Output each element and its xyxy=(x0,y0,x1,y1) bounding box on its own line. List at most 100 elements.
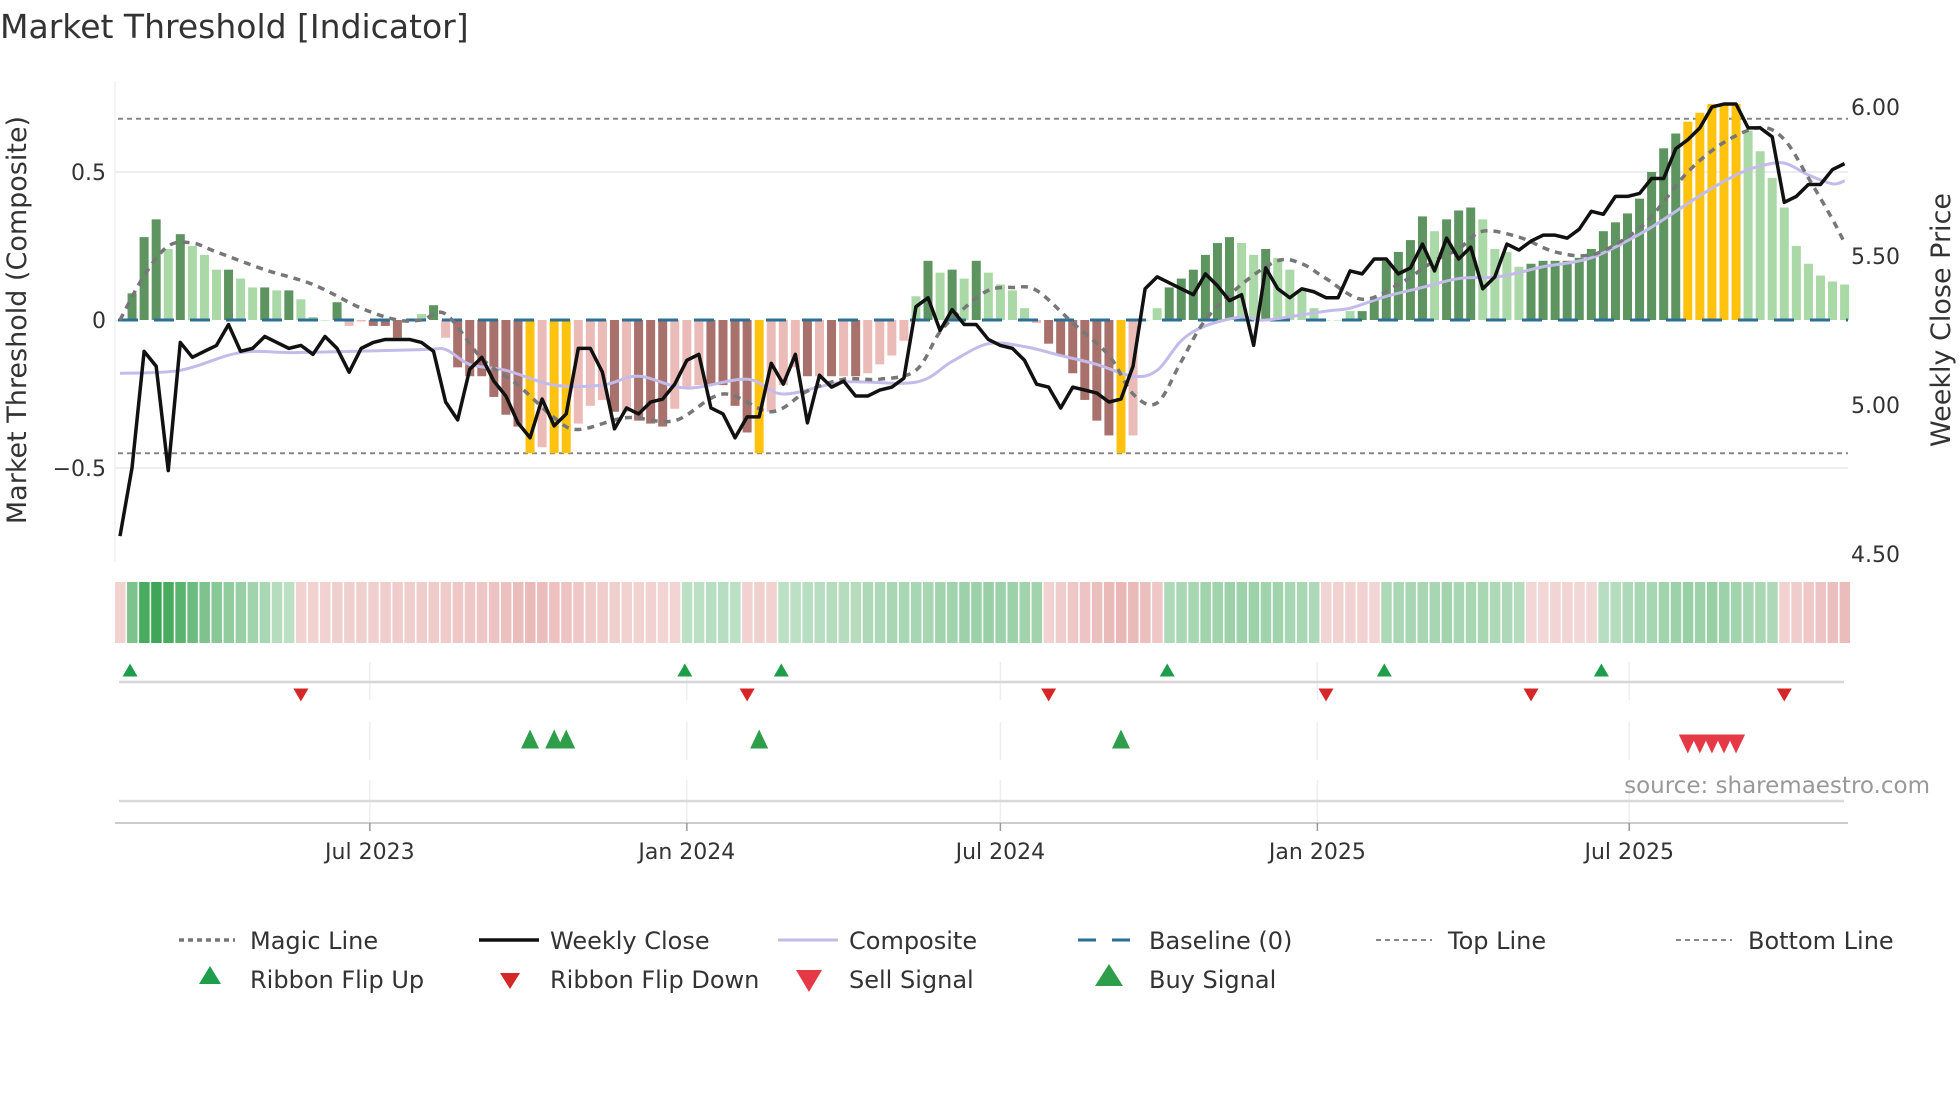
ribbon-cell xyxy=(525,582,536,643)
composite-bar xyxy=(1791,246,1801,320)
ribbon-cell xyxy=(223,582,235,643)
ribbon-cell xyxy=(1791,582,1802,643)
composite-bar xyxy=(1574,257,1584,320)
ribbon-flip-up-marker xyxy=(773,663,789,677)
ribbon-flip-down-marker xyxy=(1523,688,1539,702)
composite-bar xyxy=(1056,320,1066,356)
ribbon-cell xyxy=(368,582,379,643)
ribbon-cell xyxy=(1634,582,1646,643)
ribbon-cell xyxy=(271,582,283,643)
right-tick-label: 5.50 xyxy=(1851,245,1900,270)
ribbon-cell xyxy=(910,582,922,643)
composite-bar xyxy=(441,320,451,338)
ribbon-cell xyxy=(1381,582,1392,643)
composite-bar xyxy=(1297,290,1307,320)
composite-bar xyxy=(622,320,632,412)
composite-bar xyxy=(1478,219,1488,320)
composite-bar xyxy=(151,219,161,320)
right-tick-label: 4.50 xyxy=(1851,543,1900,568)
ribbon-cell xyxy=(392,582,403,643)
composite-bar xyxy=(899,320,909,341)
legend-item-sell: Sell Signal xyxy=(796,966,974,994)
composite-bar xyxy=(1466,207,1476,320)
composite-bar xyxy=(923,260,933,320)
composite-bar xyxy=(489,320,499,397)
composite-bar xyxy=(127,293,137,320)
ribbon-cell xyxy=(1694,582,1706,643)
ribbon-cell xyxy=(1128,582,1139,643)
ribbon-cell xyxy=(778,582,789,643)
ribbon-cell xyxy=(1007,582,1018,643)
ribbon-cell xyxy=(1755,582,1766,643)
composite-bar xyxy=(139,237,149,320)
ribbon-cell xyxy=(163,582,174,643)
ribbon-cell xyxy=(1284,582,1296,643)
ribbon-cell xyxy=(1598,582,1609,643)
composite-bar xyxy=(742,320,752,433)
composite-bar xyxy=(1671,133,1681,320)
composite-bar xyxy=(1743,130,1753,320)
composite-bar xyxy=(778,320,788,386)
right-axis: 6.00 5.50 5.00 4.50 xyxy=(1851,96,1900,568)
x-tick-label: Jul 2025 xyxy=(1582,840,1674,865)
ribbon-cell xyxy=(898,582,910,643)
composite-bar xyxy=(163,248,173,320)
composite-bar xyxy=(1610,222,1620,320)
ribbon-cell xyxy=(561,582,572,643)
ribbon-cell xyxy=(1357,582,1368,643)
composite-bar xyxy=(1562,260,1572,320)
ribbon-cell xyxy=(1091,582,1103,643)
composite-bar xyxy=(525,320,535,454)
ribbon-cell xyxy=(585,582,596,643)
ribbon-cell xyxy=(754,582,765,643)
ribbon-cell xyxy=(1453,582,1465,643)
buy-signal-marker xyxy=(557,729,576,749)
ribbon-cell xyxy=(645,582,657,643)
ribbon-cell xyxy=(802,582,813,643)
composite-bar xyxy=(887,320,897,356)
composite-bar xyxy=(971,260,981,320)
composite-bar xyxy=(790,320,800,368)
ribbon-cell xyxy=(971,582,982,643)
ribbon-cell xyxy=(1622,582,1633,643)
composite-bar xyxy=(211,269,221,320)
composite-bar xyxy=(1803,263,1813,320)
composite-bar xyxy=(392,320,402,338)
legend-label: Buy Signal xyxy=(1149,966,1276,994)
composite-bar xyxy=(754,320,764,454)
sell-signal-marker xyxy=(1702,734,1721,754)
ribbon-cell xyxy=(115,582,126,643)
ribbon-cell xyxy=(295,582,307,643)
ribbon-cell xyxy=(1140,582,1151,643)
composite-bar xyxy=(1104,320,1114,436)
ribbon-cell xyxy=(1043,582,1055,643)
composite-bar xyxy=(1369,299,1379,320)
series-lines xyxy=(118,102,1847,537)
ribbon-flip-up-marker xyxy=(677,663,693,677)
composite-bar xyxy=(1345,311,1355,320)
ribbon-cell xyxy=(1586,582,1597,643)
composite-bar xyxy=(1225,237,1235,320)
ribbon-cell xyxy=(1477,582,1489,643)
composite-bar xyxy=(1586,248,1596,320)
ribbon-cell xyxy=(1188,582,1199,643)
composite-bar xyxy=(1152,308,1162,320)
composite-bar xyxy=(1828,281,1838,320)
legend-item-baseline: Baseline (0) xyxy=(1078,927,1292,955)
ribbon-cell xyxy=(1441,582,1453,643)
composite-bar xyxy=(1526,263,1536,320)
buy-signal-marker xyxy=(521,729,540,749)
ribbon-cell xyxy=(1465,582,1477,643)
ribbon-cell xyxy=(344,582,355,643)
ribbon-flip-up-marker xyxy=(122,663,138,677)
ribbon-cell xyxy=(718,582,729,643)
composite-bar xyxy=(1116,320,1126,454)
composite-bar xyxy=(320,320,330,321)
composite-bar xyxy=(814,320,824,377)
ribbon-cell xyxy=(537,582,548,643)
ribbon-cell xyxy=(1501,582,1513,643)
left-axis: 0.5 0 −0.5 xyxy=(53,161,106,482)
x-tick-label: Jan 2025 xyxy=(1267,840,1366,865)
weekly-close-line xyxy=(118,102,1846,537)
composite-bar xyxy=(1731,103,1741,320)
